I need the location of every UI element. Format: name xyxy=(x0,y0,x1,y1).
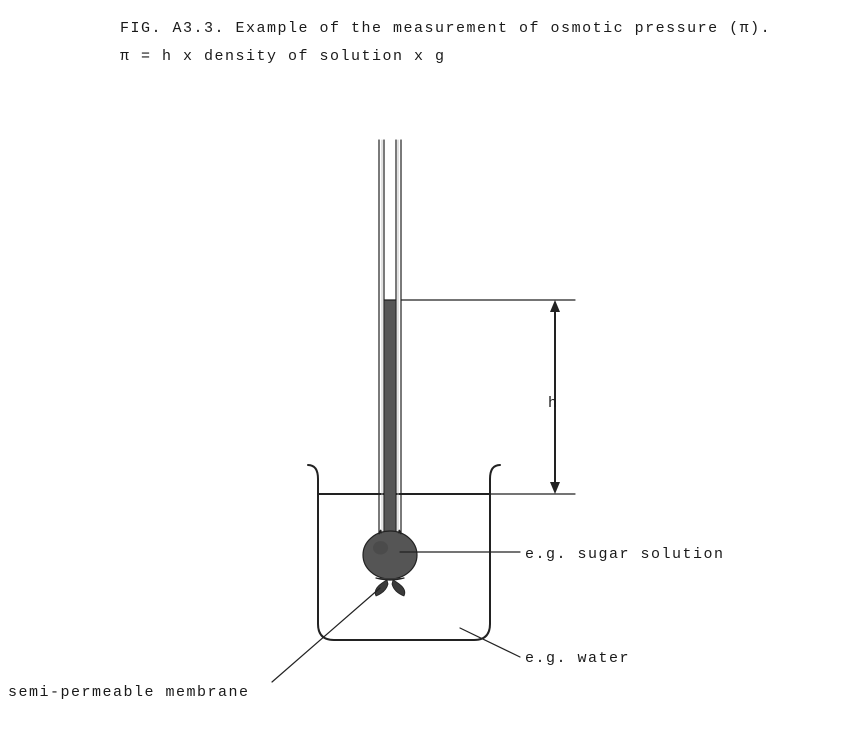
label-semi-permeable-membrane: semi-permeable membrane xyxy=(8,684,250,701)
label-water: e.g. water xyxy=(525,650,630,667)
osmotic-pressure-diagram xyxy=(0,0,866,737)
dimension-label-h: h xyxy=(548,395,559,412)
label-sugar-solution: e.g. sugar solution xyxy=(525,546,725,563)
